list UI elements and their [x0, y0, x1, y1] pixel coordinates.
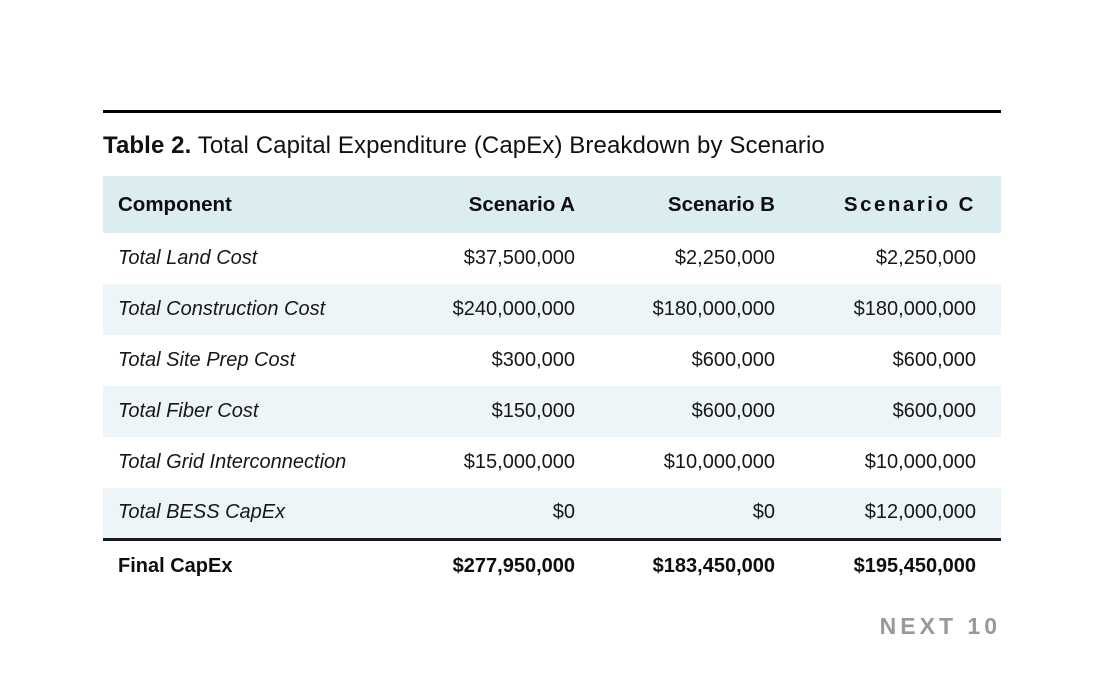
- cell-scenario-b: $2,250,000: [674, 247, 775, 269]
- final-capex-row: Final CapEx $277,950,000 $183,450,000 $1…: [103, 537, 1001, 592]
- column-header-scenario-b: Scenario B: [600, 176, 800, 233]
- column-header-component: Component: [103, 176, 400, 233]
- cell-final-scenario-c: $195,450,000: [800, 537, 1001, 592]
- cell-scenario-b: $600,000: [691, 349, 775, 371]
- cell-scenario-a: $37,500,000: [463, 247, 575, 269]
- cell-scenario-a: $300,000: [491, 349, 575, 371]
- cell-scenario-c: $2,250,000: [875, 247, 976, 269]
- cell-scenario-c: $12,000,000: [800, 488, 1001, 539]
- cell-scenario-c: $600,000: [800, 386, 1001, 437]
- cell-scenario-c: $180,000,000: [800, 284, 1001, 335]
- table-title-text: Total Capital Expenditure (CapEx) Breakd…: [191, 132, 825, 159]
- table-body: Total Land Cost $37,500,000 $2,250,000 $…: [103, 233, 1001, 592]
- cell-scenario-b: $10,000,000: [663, 451, 775, 473]
- cell-final-scenario-a: $277,950,000: [400, 537, 600, 592]
- capex-table: Component Scenario A Scenario B Scenario…: [103, 176, 1001, 592]
- table-row: Total Construction Cost $240,000,000 $18…: [103, 284, 1001, 335]
- cell-final-label: Final CapEx: [103, 537, 400, 592]
- cell-component: Total Grid Interconnection: [118, 451, 347, 473]
- cell-component: Total BESS CapEx: [103, 488, 400, 539]
- table-row: Total Land Cost $37,500,000 $2,250,000 $…: [103, 233, 1001, 284]
- table-row: Total Grid Interconnection $15,000,000 $…: [103, 437, 1001, 488]
- table-row: Total Fiber Cost $150,000 $600,000 $600,…: [103, 386, 1001, 437]
- cell-final-scenario-b: $183,450,000: [600, 537, 800, 592]
- cell-scenario-a: $15,000,000: [463, 451, 575, 473]
- cell-scenario-b: $0: [600, 488, 800, 539]
- cell-component: Total Fiber Cost: [103, 386, 400, 437]
- cell-scenario-c: $600,000: [892, 349, 976, 371]
- page-title: Table 2. Total Capital Expenditure (CapE…: [103, 130, 1001, 161]
- cell-component: Total Construction Cost: [103, 284, 400, 335]
- next-10-link[interactable]: NEXT 10: [879, 613, 1001, 639]
- table-row: Total BESS CapEx $0 $0 $12,000,000: [103, 488, 1001, 539]
- cell-component: Total Site Prep Cost: [118, 349, 296, 371]
- table-header: Component Scenario A Scenario B Scenario…: [103, 176, 1001, 233]
- top-rule-divider: [103, 110, 1001, 113]
- header-row: Component Scenario A Scenario B Scenario…: [103, 176, 1001, 233]
- cell-scenario-a: $240,000,000: [400, 284, 600, 335]
- column-header-scenario-a: Scenario A: [400, 176, 600, 233]
- column-header-scenario-c: Scenario C: [800, 176, 1001, 233]
- cell-scenario-c: $10,000,000: [864, 451, 976, 473]
- cell-scenario-b: $180,000,000: [600, 284, 800, 335]
- table-number-label: Table 2.: [103, 132, 192, 159]
- document-page: Table 2. Total Capital Expenditure (CapE…: [103, 110, 1001, 640]
- cell-scenario-a: $0: [400, 488, 600, 539]
- cell-component: Total Land Cost: [118, 247, 258, 269]
- cell-scenario-a: $150,000: [400, 386, 600, 437]
- table-row: Total Site Prep Cost $300,000 $600,000 $…: [103, 335, 1001, 386]
- cell-scenario-b: $600,000: [600, 386, 800, 437]
